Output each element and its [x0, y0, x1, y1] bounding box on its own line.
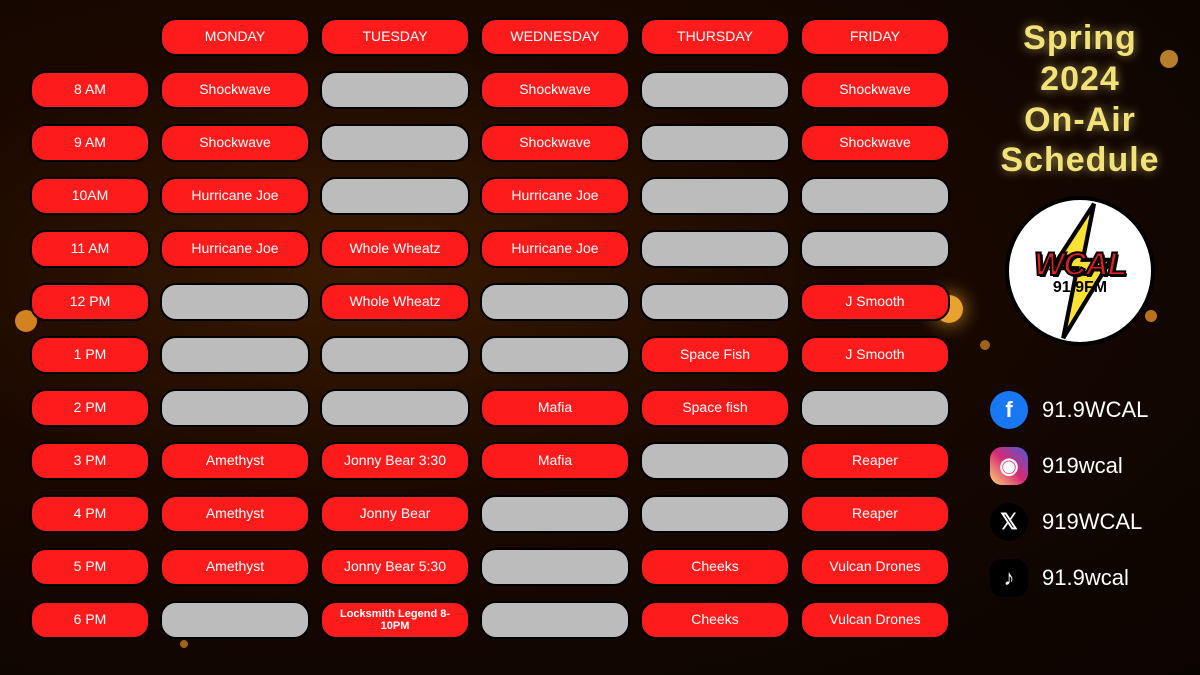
schedule-cell: Hurricane Joe [480, 230, 630, 268]
schedule-cell: J Smooth [800, 283, 950, 321]
social-links: f 91.9WCAL ◉ 919wcal 𝕏 919WCAL ♪ 91.9wcal [980, 391, 1180, 597]
social-row-tt[interactable]: ♪ 91.9wcal [990, 559, 1180, 597]
time-label: 8 AM [30, 71, 150, 109]
time-label: 2 PM [30, 389, 150, 427]
day-header: THURSDAY [640, 18, 790, 56]
xx-icon: 𝕏 [990, 503, 1028, 541]
time-label: 4 PM [30, 495, 150, 533]
schedule-cell: Reaper [800, 495, 950, 533]
day-header: MONDAY [160, 18, 310, 56]
schedule-cell [480, 495, 630, 533]
schedule-cell: Space fish [640, 389, 790, 427]
schedule-cell: J Smooth [800, 336, 950, 374]
schedule-cell [640, 442, 790, 480]
schedule-cell: Space Fish [640, 336, 790, 374]
schedule-cell: Whole Wheatz [320, 230, 470, 268]
schedule-cell: Amethyst [160, 442, 310, 480]
social-handle: 91.9wcal [1042, 565, 1129, 591]
schedule-cell [320, 124, 470, 162]
day-header: FRIDAY [800, 18, 950, 56]
schedule-cell: Jonny Bear 3:30 [320, 442, 470, 480]
schedule-cell [320, 389, 470, 427]
schedule-cell: Hurricane Joe [160, 230, 310, 268]
schedule-cell: Jonny Bear 5:30 [320, 548, 470, 586]
title-line: Spring 2024 [1023, 19, 1137, 98]
schedule-cell [160, 283, 310, 321]
schedule-cell: Mafia [480, 389, 630, 427]
sidebar: Spring 2024 On-Air Schedule WCAL 91.9FM … [950, 18, 1180, 657]
schedule-grid: MONDAY TUESDAY WEDNESDAY THURSDAY FRIDAY 8 AM… [30, 18, 950, 657]
schedule-cell [480, 601, 630, 639]
social-row-ig[interactable]: ◉ 919wcal [990, 447, 1180, 485]
schedule-cell: Hurricane Joe [480, 177, 630, 215]
header-spacer [30, 18, 150, 56]
fb-icon: f [990, 391, 1028, 429]
schedule-cell [640, 71, 790, 109]
schedule-cell [480, 548, 630, 586]
social-handle: 919WCAL [1042, 509, 1142, 535]
schedule-cell [800, 177, 950, 215]
schedule-cell: Cheeks [640, 548, 790, 586]
schedule-cell [800, 389, 950, 427]
schedule-cell: Vulcan Drones [800, 548, 950, 586]
schedule-cell [800, 230, 950, 268]
logo-name: WCAL [1034, 246, 1126, 283]
page-title: Spring 2024 On-Air Schedule [980, 18, 1180, 181]
time-label: 10AM [30, 177, 150, 215]
time-label: 5 PM [30, 548, 150, 586]
schedule-cell [640, 495, 790, 533]
title-line: Schedule [1000, 141, 1159, 179]
schedule-cell: Mafia [480, 442, 630, 480]
schedule-cell: Shockwave [160, 124, 310, 162]
schedule-cell: Shockwave [800, 124, 950, 162]
schedule-cell [160, 601, 310, 639]
time-label: 9 AM [30, 124, 150, 162]
schedule-cell [480, 283, 630, 321]
schedule-cell: Cheeks [640, 601, 790, 639]
day-header: WEDNESDAY [480, 18, 630, 56]
social-handle: 919wcal [1042, 453, 1123, 479]
schedule-cell [640, 230, 790, 268]
schedule-cell: Hurricane Joe [160, 177, 310, 215]
day-header: TUESDAY [320, 18, 470, 56]
schedule-cell: Jonny Bear [320, 495, 470, 533]
social-row-xx[interactable]: 𝕏 919WCAL [990, 503, 1180, 541]
schedule-cell: Locksmith Legend 8-10PM [320, 601, 470, 639]
time-label: 12 PM [30, 283, 150, 321]
schedule-cell: Shockwave [800, 71, 950, 109]
schedule-cell: Whole Wheatz [320, 283, 470, 321]
schedule-cell [480, 336, 630, 374]
schedule-cell: Amethyst [160, 548, 310, 586]
schedule-cell [320, 336, 470, 374]
logo-frequency: 91.9FM [1053, 279, 1107, 297]
time-label: 11 AM [30, 230, 150, 268]
schedule-cell: Shockwave [160, 71, 310, 109]
schedule-cell [640, 283, 790, 321]
tt-icon: ♪ [990, 559, 1028, 597]
schedule-cell [320, 177, 470, 215]
time-label: 6 PM [30, 601, 150, 639]
schedule-cell [640, 177, 790, 215]
time-label: 1 PM [30, 336, 150, 374]
title-line: On-Air [1024, 101, 1136, 139]
schedule-cell: Reaper [800, 442, 950, 480]
schedule-cell [320, 71, 470, 109]
schedule-cell: Shockwave [480, 124, 630, 162]
schedule-cell [160, 336, 310, 374]
schedule-cell [640, 124, 790, 162]
social-handle: 91.9WCAL [1042, 397, 1148, 423]
station-logo: WCAL 91.9FM [1005, 196, 1155, 346]
social-row-fb[interactable]: f 91.9WCAL [990, 391, 1180, 429]
schedule-cell: Amethyst [160, 495, 310, 533]
schedule-cell [160, 389, 310, 427]
schedule-cell: Shockwave [480, 71, 630, 109]
ig-icon: ◉ [990, 447, 1028, 485]
schedule-cell: Vulcan Drones [800, 601, 950, 639]
time-label: 3 PM [30, 442, 150, 480]
